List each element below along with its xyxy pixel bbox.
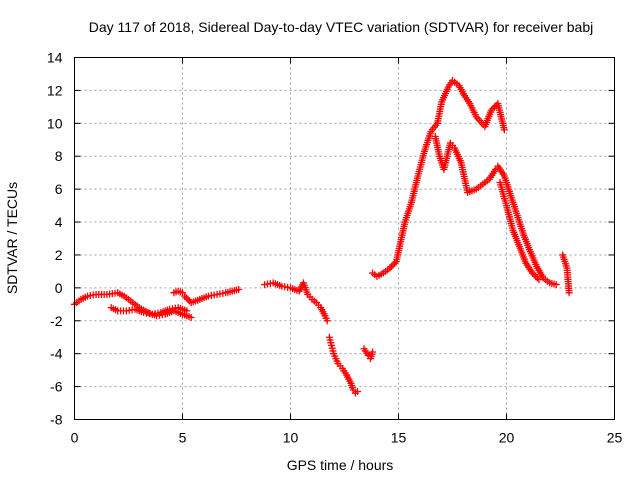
data-point (535, 276, 543, 284)
data-point (386, 264, 394, 272)
y-tick-label: 14 (47, 50, 63, 66)
data-point (353, 388, 361, 396)
axis-ticks (74, 57, 615, 420)
y-tick-label: -4 (50, 346, 63, 362)
y-tick-label: -6 (50, 379, 63, 395)
data-point (489, 105, 497, 113)
data-point (500, 126, 508, 134)
data-point (369, 348, 377, 356)
plot-frame (74, 57, 615, 420)
data-point (183, 307, 191, 315)
y-tick-label: 2 (55, 247, 63, 263)
data-point (530, 271, 538, 279)
y-tick-label: 6 (55, 181, 63, 197)
x-tick-label: 5 (179, 430, 187, 446)
x-axis-title: GPS time / hours (287, 457, 394, 473)
data-point (391, 259, 399, 267)
data-point (533, 274, 541, 282)
data-point (186, 297, 194, 305)
gridlines (74, 57, 615, 420)
data-point (565, 289, 573, 297)
y-tick-labels: -8 -6 -4 -2 0 2 4 6 8 10 12 14 (47, 50, 63, 428)
data-point (491, 103, 499, 111)
data-point (181, 292, 189, 300)
x-tick-label: 10 (283, 430, 299, 446)
y-tick-label: -8 (50, 412, 63, 428)
data-point (387, 262, 395, 270)
y-tick-label: 12 (47, 82, 63, 98)
x-tick-label: 15 (391, 430, 407, 446)
y-tick-label: -2 (50, 313, 63, 329)
data-point (182, 294, 190, 302)
data-point (487, 106, 495, 114)
y-tick-label: 4 (55, 214, 63, 230)
x-tick-label: 25 (607, 430, 623, 446)
data-point (323, 317, 331, 325)
y-axis-title: SDTVAR / TECUs (4, 182, 20, 294)
chart-title: Day 117 of 2018, Sidereal Day-to-day VTE… (89, 19, 593, 35)
data-point (187, 313, 195, 321)
data-point (528, 269, 536, 277)
data-points (71, 77, 573, 397)
x-tick-label: 20 (499, 430, 515, 446)
x-tick-labels: 0 5 10 15 20 25 (71, 430, 623, 446)
x-tick-label: 0 (71, 430, 79, 446)
data-point (184, 295, 192, 303)
data-point (235, 286, 243, 294)
y-tick-label: 8 (55, 148, 63, 164)
y-tick-label: 0 (55, 280, 63, 296)
data-point (552, 281, 560, 289)
y-tick-label: 10 (47, 115, 63, 131)
data-point (389, 261, 397, 269)
data-point (532, 272, 540, 280)
